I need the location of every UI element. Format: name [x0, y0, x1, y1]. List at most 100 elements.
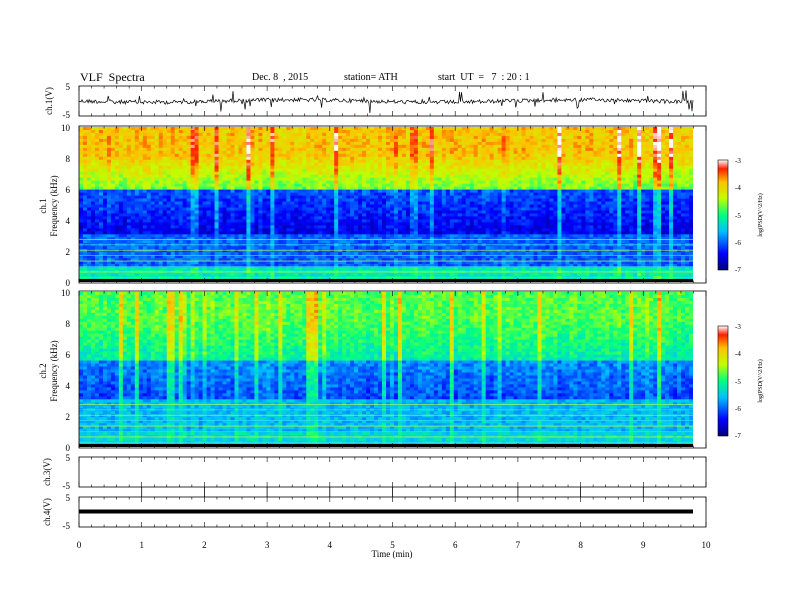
- spectrogram-cell: [198, 186, 203, 190]
- spectrogram-cell: [162, 159, 168, 164]
- spectrogram-cell: [421, 210, 427, 214]
- spectrogram-cell: [677, 171, 682, 175]
- spectrogram-cell: [98, 135, 104, 140]
- spectrogram-cell: [90, 141, 96, 146]
- spectrogram-cell: [609, 147, 614, 152]
- spectrogram-cell: [433, 189, 439, 193]
- spectrogram-cell: [114, 168, 120, 173]
- spectrogram-cell: [681, 144, 686, 149]
- spectrogram-cell: [593, 138, 598, 143]
- spectrogram-cell: [509, 210, 514, 214]
- spectrogram-cell: [314, 210, 319, 214]
- spectrogram-cell: [354, 219, 359, 223]
- spectrogram-cell: [617, 216, 622, 220]
- spectrogram-cell: [79, 162, 84, 167]
- spectrogram-cell: [246, 135, 251, 140]
- spectrogram-cell: [509, 168, 514, 173]
- spectrogram-cell: [473, 135, 478, 140]
- spectrogram-cell: [557, 141, 562, 146]
- spectrogram-cell: [509, 156, 514, 161]
- spectrogram-cell: [497, 213, 502, 217]
- spectrogram-cell: [154, 198, 160, 202]
- spectrogram-cell: [669, 174, 674, 178]
- spectrogram-cell: [389, 219, 395, 223]
- spectrogram-cell: [685, 207, 690, 211]
- spectrogram-cell: [330, 165, 335, 170]
- spectrogram-cell: [310, 153, 315, 158]
- spectrogram-cell: [653, 147, 658, 152]
- spectrogram-cell: [226, 174, 231, 178]
- spectrogram-cell: [102, 216, 108, 220]
- spectrogram-cell: [541, 216, 546, 220]
- spectrogram-cell: [621, 129, 626, 134]
- spectrogram-cell: [397, 186, 403, 190]
- spectrogram-cell: [79, 183, 84, 187]
- spectrogram-cell: [358, 132, 363, 137]
- spectrogram-cell: [246, 168, 251, 173]
- spectrogram-cell: [465, 132, 471, 137]
- spectrogram-cell: [637, 159, 642, 164]
- spectrogram-cell: [665, 168, 670, 173]
- spectrogram-cell: [569, 210, 574, 214]
- spectrogram-cell: [198, 189, 203, 193]
- spectrogram-cell: [230, 138, 235, 143]
- spectrogram-cell: [577, 216, 582, 220]
- spectrogram-cell: [198, 180, 203, 184]
- spectrogram-cell: [505, 150, 510, 155]
- spectrogram-cell: [553, 135, 558, 140]
- spectrogram-cell: [190, 180, 195, 184]
- spectrogram-cell: [294, 159, 299, 164]
- spectrogram-cell: [593, 147, 598, 152]
- spectrogram-cell: [465, 213, 471, 217]
- spectrogram-cell: [521, 180, 526, 184]
- spectrogram-cell: [274, 150, 279, 155]
- spectrogram-cell: [358, 156, 363, 161]
- spectrogram-cell: [497, 192, 502, 196]
- spectrogram-cell: [142, 186, 148, 190]
- spectrogram-cell: [593, 150, 598, 155]
- spectrogram-cell: [569, 171, 574, 175]
- spectrogram-cell: [338, 129, 343, 134]
- spectrogram-cell: [453, 171, 459, 175]
- spectrogram-cell: [401, 138, 407, 143]
- spectrogram-cell: [493, 141, 498, 146]
- spectrogram-cell: [501, 174, 506, 178]
- spectrogram-cell: [278, 207, 283, 211]
- spectrogram-cell: [170, 150, 175, 155]
- spectrogram-cell: [397, 210, 403, 214]
- spectrogram-cell: [126, 180, 132, 184]
- spectrogram-cell: [330, 159, 335, 164]
- spectrogram-cell: [485, 156, 490, 161]
- spectrogram-cell: [665, 141, 670, 146]
- spectrogram-cell: [597, 150, 602, 155]
- spectrogram-cell: [497, 195, 502, 199]
- spectrogram-cell: [254, 138, 259, 143]
- spectrogram-cell: [118, 207, 124, 211]
- spectrogram-cell: [234, 222, 239, 226]
- spectrogram-cell: [278, 192, 283, 196]
- spectrogram-cell: [529, 165, 534, 170]
- spectrogram-cell: [569, 144, 574, 149]
- spectrogram-cell: [433, 165, 439, 170]
- spectrogram-cell: [525, 162, 530, 167]
- spectrogram-cell: [142, 195, 148, 199]
- spectrogram-cell: [218, 168, 223, 173]
- spectrogram-cell: [94, 156, 100, 161]
- spectrogram-cell: [166, 201, 171, 205]
- spectrogram-cell: [370, 129, 375, 134]
- spectrogram-cell: [154, 135, 160, 140]
- spectrogram-cell: [589, 201, 594, 205]
- spectrogram-cell: [645, 180, 650, 184]
- spectrogram-cell: [537, 165, 542, 170]
- spectrogram-cell: [677, 177, 682, 181]
- spectrogram-cell: [645, 127, 650, 131]
- spectrogram-cell: [190, 207, 195, 211]
- spectrogram-cell: [409, 201, 415, 205]
- spectrogram-cell: [521, 147, 526, 152]
- spectrogram-cell: [102, 183, 108, 187]
- spectrogram-cell: [142, 219, 148, 223]
- spectrogram-cell: [685, 216, 690, 220]
- spectrogram-cell: [445, 135, 451, 140]
- spectrogram-cell: [214, 150, 219, 155]
- spectrogram-cell: [198, 174, 203, 178]
